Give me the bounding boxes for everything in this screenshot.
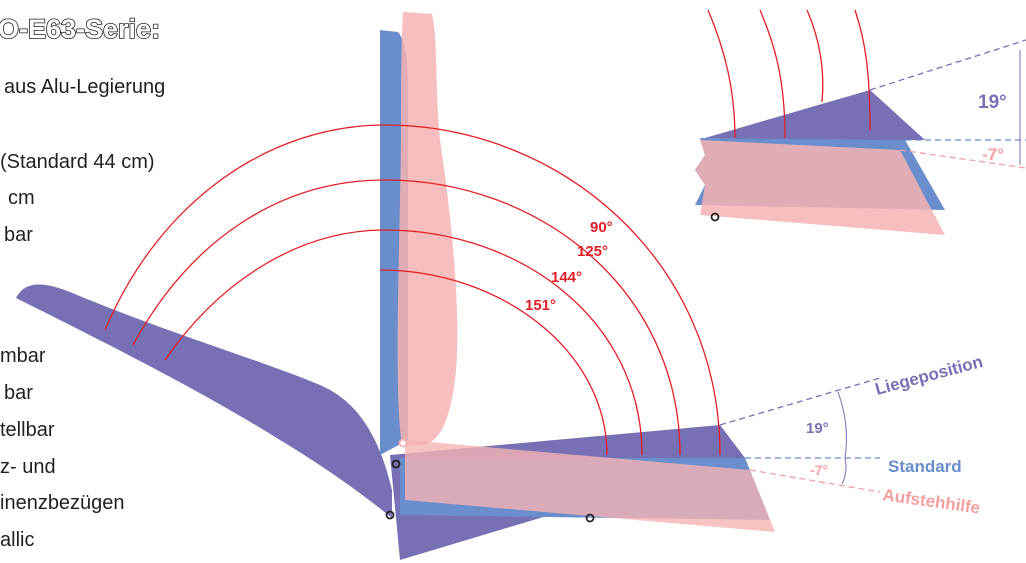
- feature: (Standard 44 cm): [0, 151, 155, 173]
- wheel: [585, 513, 595, 523]
- angle-label: 151°: [525, 297, 556, 314]
- arc: [104, 124, 721, 456]
- backrest-pink: [397, 12, 458, 445]
- angle-label: 90°: [590, 219, 613, 236]
- angle-label: 125°: [577, 243, 608, 260]
- arc: [132, 179, 681, 456]
- feature-list: aus Alu-Legierung (Standard 44 cm) cm ba…: [0, 76, 165, 551]
- pivot: [398, 438, 408, 448]
- angle-label: -7°: [810, 462, 828, 478]
- reclined-back: [16, 284, 392, 518]
- feature: cm: [8, 187, 35, 209]
- feature: mbar: [0, 345, 46, 367]
- chair: [16, 12, 775, 560]
- title: O-E63-Serie:: [0, 14, 160, 44]
- seat-aufstehhilfe: [405, 440, 775, 532]
- feature: aus Alu-Legierung: [4, 76, 165, 98]
- wheel: [385, 510, 395, 520]
- angle-label: -7°: [982, 145, 1004, 164]
- feature: inenzbezügen: [0, 492, 125, 514]
- position-label: Standard: [888, 457, 962, 476]
- position-label: Liegeposition: [873, 352, 985, 399]
- feature: tellbar: [0, 419, 55, 441]
- seat-angles: 19° -7° Liegeposition Standard Aufstehhi…: [719, 352, 985, 518]
- position-label: Aufstehhilfe: [881, 485, 981, 517]
- angle-label: 19°: [806, 420, 829, 437]
- feature: allic: [0, 529, 34, 551]
- wheel: [391, 459, 401, 469]
- arc: [164, 229, 643, 456]
- angle-label: 144°: [551, 269, 582, 286]
- angle-arcs: 90° 125° 144° 151°: [104, 124, 721, 456]
- arc: [379, 269, 608, 456]
- feature: bar: [4, 224, 33, 246]
- feature: z- und: [0, 456, 56, 478]
- angle-label: 19°: [978, 92, 1007, 113]
- feature: bar: [4, 382, 33, 404]
- inset: 19° -7°: [695, 9, 1026, 235]
